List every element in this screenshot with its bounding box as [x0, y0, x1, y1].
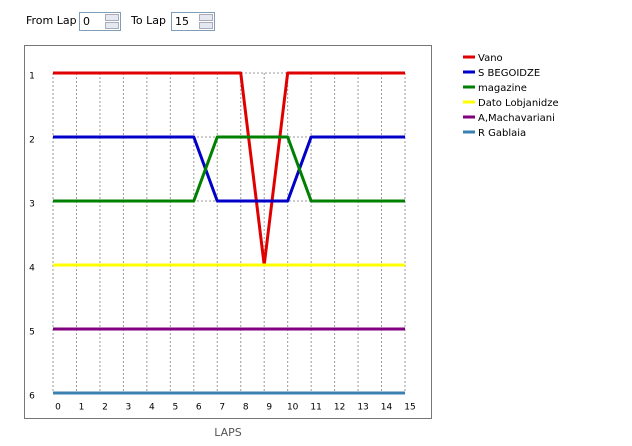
x-tick-label: 11	[310, 403, 321, 413]
spin-down[interactable]	[105, 22, 119, 29]
legend-label: A,Machavariani	[478, 113, 555, 124]
to-value[interactable]: 15	[175, 15, 189, 28]
x-tick-label: 13	[357, 403, 368, 413]
legend-label: magazine	[478, 83, 527, 94]
x-tick-label: 12	[334, 403, 345, 413]
series-line	[53, 71, 405, 267]
x-tick-label: 3	[126, 403, 132, 413]
x-tick-label: 6	[196, 403, 202, 413]
y-tick-label: 3	[29, 200, 35, 210]
x-tick-label: 1	[79, 403, 85, 413]
x-tick-label: 9	[266, 403, 272, 413]
x-tick-label: 2	[102, 403, 108, 413]
from-label: From Lap	[26, 14, 77, 27]
x-tick-label: 4	[149, 403, 155, 413]
y-tick-label: 2	[29, 136, 35, 146]
series-line	[53, 135, 405, 203]
legend-label: R Gablaia	[478, 128, 526, 139]
spin-down[interactable]	[199, 22, 213, 29]
y-tick-label: 4	[29, 264, 35, 274]
to-spinbox[interactable]: 15	[171, 12, 215, 31]
x-axis-title: LAPS	[214, 426, 242, 439]
x-tick-label: 15	[404, 403, 415, 413]
y-tick-label: 1	[29, 72, 35, 82]
y-tick-label: 5	[29, 328, 35, 338]
x-tick-label: 7	[219, 403, 225, 413]
to-label: To Lap	[131, 14, 166, 27]
from-spinbox[interactable]: 0	[79, 12, 121, 31]
spin-up[interactable]	[199, 14, 213, 21]
legend-label: S BEGOIDZE	[478, 68, 540, 79]
x-tick-label: 5	[172, 403, 178, 413]
x-tick-label: 14	[381, 403, 393, 413]
legend-label: Dato Lobjanidze	[478, 98, 559, 109]
chart-frame	[24, 45, 432, 419]
from-value[interactable]: 0	[83, 15, 90, 28]
spin-up[interactable]	[105, 14, 119, 21]
y-tick-label: 6	[29, 392, 35, 402]
legend-label: Vano	[478, 53, 503, 64]
x-tick-label: 8	[243, 403, 249, 413]
x-tick-label: 0	[55, 403, 61, 413]
x-tick-label: 10	[287, 403, 299, 413]
series-line	[53, 135, 405, 203]
